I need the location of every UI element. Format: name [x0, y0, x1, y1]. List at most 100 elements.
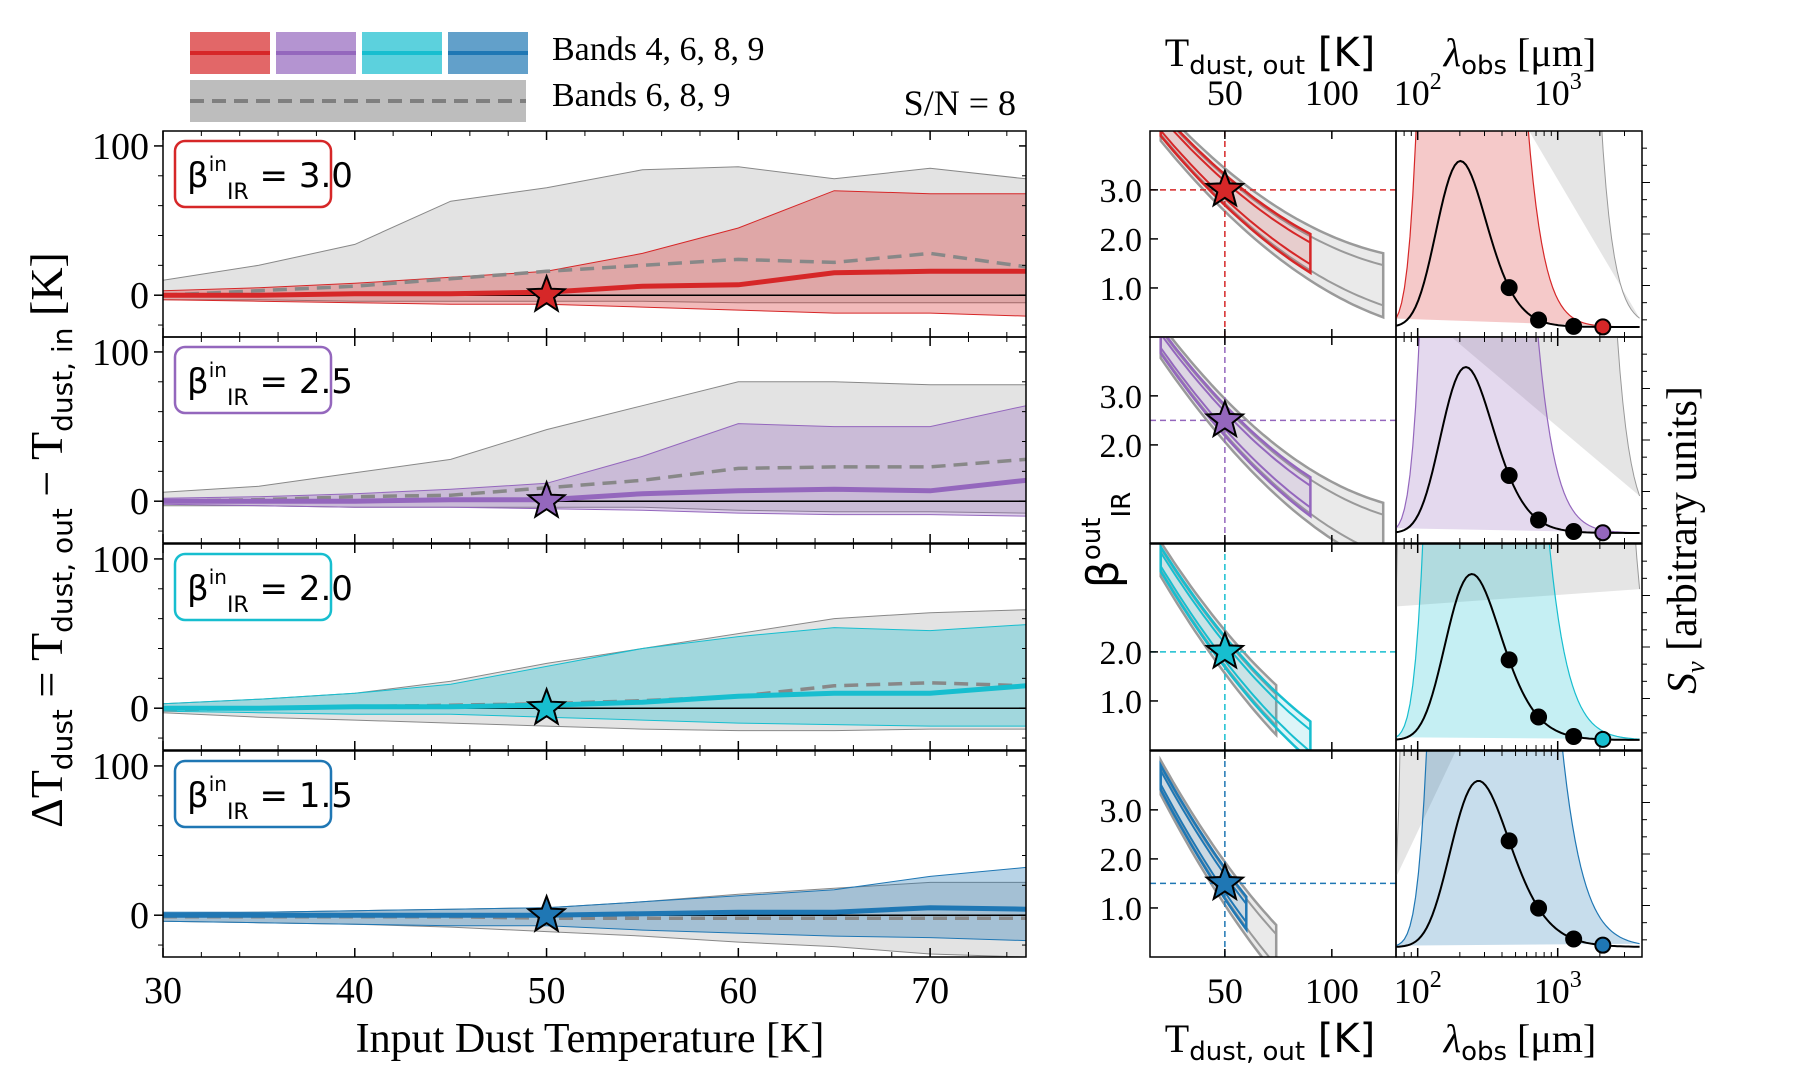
left-y-axis-label: ΔTdust = Tdust, out − Tdust, in [K]	[21, 252, 79, 828]
right-panels	[1395, 130, 1650, 958]
legend-label-all-bands: Bands 4, 6, 8, 9	[552, 31, 765, 68]
band-point-0	[1500, 651, 1518, 669]
left-frame-1	[162, 336, 1027, 544]
beta-in-box-1	[173, 345, 333, 415]
right-top-tick-label-part: 3	[1570, 69, 1582, 95]
input-star-1	[525, 479, 568, 519]
band-point-3	[1594, 730, 1612, 748]
left-plot-area-0	[163, 166, 1026, 317]
posterior-color-outer-2	[1159, 544, 1312, 750]
right-bottom-axis-label-part: λ	[1443, 1016, 1461, 1061]
y-tick-label-part: 0	[130, 275, 149, 317]
mid-top-tick-label: 100	[1305, 73, 1359, 113]
posterior-gray-outer-1	[1159, 337, 1385, 543]
band-point-3	[1594, 524, 1612, 542]
mid-panel-1: 3.02.0	[1100, 336, 1397, 544]
left-panel-0: 0 100 βinIR = 3.0	[92, 126, 1027, 338]
right-bottom-axis-label-part: obs	[1461, 1037, 1507, 1067]
left-panel-2: 0 100 βinIR = 2.0	[92, 539, 1027, 751]
x-tick-label: 30	[144, 970, 182, 1012]
left-y-axis-label-text-part: [K]	[21, 252, 72, 327]
right-panel-1	[1395, 336, 1650, 544]
x-tick-label: 70	[911, 970, 949, 1012]
y-tick-label: 0	[130, 688, 149, 730]
sed-gray-envelope-0	[1529, 131, 1640, 319]
band-point-0	[1500, 279, 1518, 297]
median-all-bands-0	[163, 268, 1026, 298]
right-top-axis-label-part: obs	[1461, 51, 1507, 81]
mid-panels: 3.02.01.03.02.02.01.03.02.01.0	[1100, 130, 1397, 958]
beta-in-label-3-part: β	[187, 776, 209, 816]
truth-star-1	[1204, 398, 1246, 439]
band-point-2	[1565, 930, 1583, 948]
beta-in-label-2-part: IR	[227, 593, 249, 618]
mid-y-tick-label-part: 1.0	[1100, 684, 1143, 721]
beta-in-label-1-part: = 2.5	[249, 362, 353, 402]
band-point-0	[1500, 466, 1518, 484]
beta-in-label-3-part: IR	[227, 800, 249, 825]
mid-top-tick-label: 50	[1207, 73, 1243, 113]
band-point-1	[1530, 511, 1548, 529]
band-point-2	[1565, 522, 1583, 540]
mid-y-tick-label: 3.0	[1100, 379, 1143, 416]
mid-y-axis-label: βoutIR	[1077, 492, 1137, 588]
left-y-axis-label-text-part: dust, out	[46, 508, 79, 633]
mid-y-tick-label: 1.0	[1100, 891, 1143, 928]
sed-gray-envelope-3	[1396, 751, 1456, 878]
mid-y-tick-label-part: 1.0	[1100, 271, 1143, 308]
beta-in-label-2-part: = 2.0	[249, 569, 353, 609]
x-tick-label-part: 40	[336, 970, 374, 1012]
y-tick-label: 0	[130, 275, 149, 317]
median-no-band4-1	[163, 457, 1026, 503]
band-point-3	[1594, 936, 1612, 954]
legend	[190, 32, 528, 122]
mid-top-tick-label-part: 100	[1305, 73, 1359, 113]
beta-in-label-0-part: in	[209, 152, 227, 176]
mid-plot-area-3	[1150, 751, 1396, 957]
right-top-tick-label-part: 10	[1394, 73, 1430, 113]
mid-bottom-tick-label-part: 100	[1305, 971, 1359, 1011]
input-star-3	[525, 893, 568, 933]
mid-panel-3: 3.0 2.0 1.0	[1100, 750, 1397, 958]
right-bottom-axis-label: λobs [μm]	[1443, 1016, 1597, 1067]
beta-in-label-0-part: = 3.0	[249, 156, 353, 196]
mid-plot-area-0	[1150, 131, 1396, 337]
right-y-axis-label-text-part: [arbitrary units]	[1660, 386, 1706, 661]
mid-y-tick-label: 3.0	[1100, 793, 1143, 830]
mid-bottom-tick-label-part: 50	[1207, 971, 1243, 1011]
right-bottom-tick-label-part: 3	[1570, 967, 1582, 993]
left-y-axis-label-text-part: dust, in	[46, 327, 79, 431]
right-top-tick-label-part: 10	[1534, 73, 1570, 113]
x-tick-label-part: 50	[528, 970, 566, 1012]
y-tick-label: 0	[130, 895, 149, 937]
mid-y-tick-label: 2.0	[1100, 222, 1143, 259]
mid-y-tick-label: 2.0	[1100, 842, 1143, 879]
median-all-bands-2	[163, 683, 1026, 711]
right-y-axis-label-text-part: S	[1660, 673, 1706, 694]
sed-color-envelope-2	[1396, 544, 1640, 740]
band-point-1	[1530, 311, 1548, 329]
beta-in-label-0-part: IR	[227, 180, 249, 205]
beta-in-box-3	[173, 759, 333, 829]
y-tick-label-part: 100	[92, 746, 149, 788]
y-tick-label: 100	[92, 746, 149, 788]
mid-y-tick-label: 3.0	[1100, 173, 1143, 210]
y-tick-label: 0	[130, 481, 149, 523]
beta-in-label-0: βinIR = 3.0	[187, 152, 353, 205]
y-tick-label-part: 0	[130, 688, 149, 730]
right-top-axis-label-part: λ	[1443, 30, 1461, 75]
left-y-axis-label-text: ΔTdust = Tdust, out − Tdust, in [K]	[21, 252, 79, 828]
left-frame-3	[162, 750, 1027, 958]
posterior-color-inner-1	[1159, 337, 1312, 510]
mid-bottom-axis-label-part: [K]	[1305, 1016, 1375, 1062]
mid-y-tick-label-part: 2.0	[1100, 222, 1143, 259]
band-point-0	[1500, 832, 1518, 850]
mid-y-tick-label: 1.0	[1100, 271, 1143, 308]
mid-y-tick-label-part: 1.0	[1100, 891, 1143, 928]
posterior-color-inner-3	[1159, 770, 1248, 926]
beta-in-label-3: βinIR = 1.5	[187, 772, 353, 825]
right-bottom-tick-label-part: 2	[1430, 967, 1442, 993]
